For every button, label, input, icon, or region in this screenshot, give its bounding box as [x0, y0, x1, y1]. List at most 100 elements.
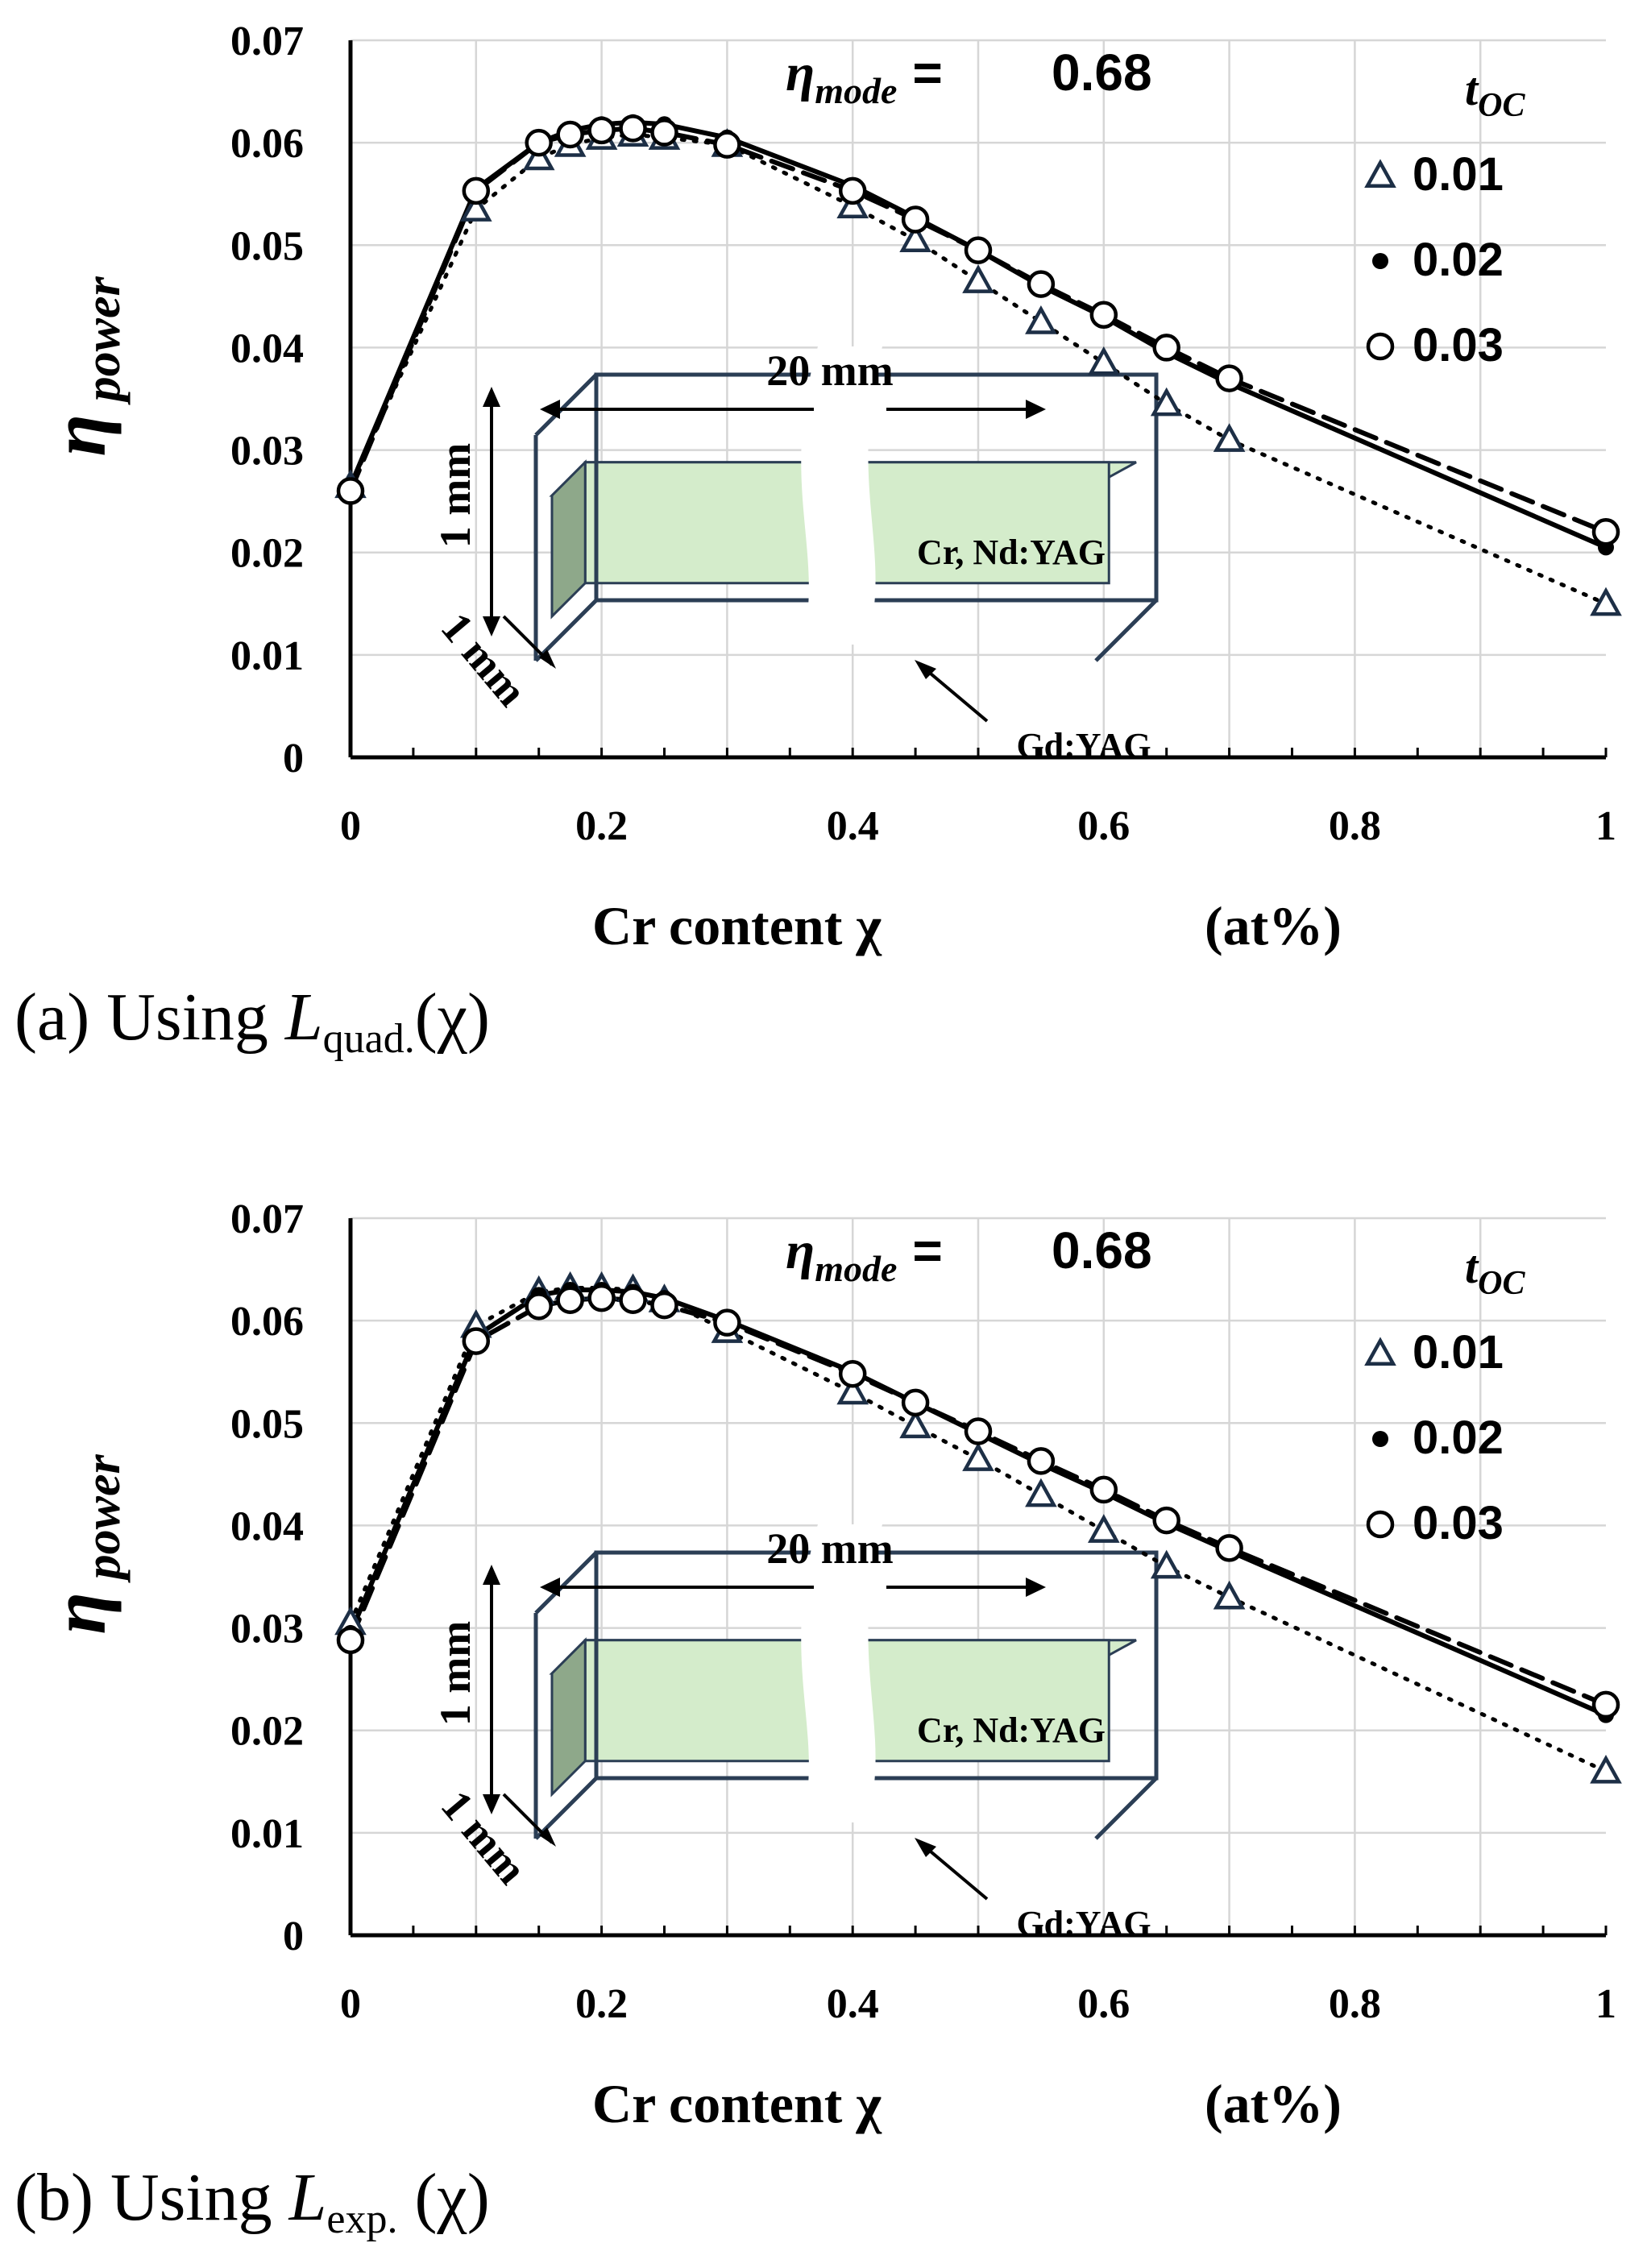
marker-circle	[1089, 301, 1118, 329]
marker-circle	[336, 1626, 365, 1655]
eta-mode-annotation: ηmode =	[786, 44, 942, 111]
x-axis-unit: (at%)	[1205, 2073, 1342, 2134]
legend-entry-label: 0.02	[1413, 1412, 1504, 1464]
caption-sub: exp.	[326, 2196, 397, 2242]
inset-arrowhead	[539, 1827, 556, 1847]
marker-circle	[650, 1291, 678, 1320]
caption-symbol: L	[284, 980, 323, 1055]
y-tick-label: 0.01	[230, 1811, 304, 1857]
inset-depth-label: 1 mm	[432, 1781, 537, 1893]
marker-circle	[1591, 518, 1620, 546]
marker-circle	[525, 128, 553, 157]
legend-marker-circle	[1366, 1510, 1395, 1539]
y-axis-title-sub: power	[76, 276, 131, 414]
inset-arrowhead	[483, 616, 500, 636]
marker-circle	[964, 1417, 993, 1445]
y-tick-label: 0.03	[230, 429, 304, 475]
legend-entry-label: 0.03	[1413, 319, 1504, 371]
inset-arrowhead	[540, 1578, 560, 1597]
marker-circle	[619, 114, 647, 143]
x-tick-label: 0	[340, 1981, 361, 2027]
inset-height-label: 1 mm	[431, 1621, 479, 1726]
marker-triangle	[836, 1375, 869, 1405]
marker-circle	[1591, 1690, 1620, 1719]
marker-circle	[587, 1283, 616, 1312]
x-tick-label: 1	[1595, 803, 1616, 849]
y-tick-label: 0	[283, 736, 304, 782]
eta-mode-value: 0.68	[1052, 44, 1152, 102]
marker-triangle	[1150, 387, 1183, 417]
legend-marker-triangle	[1364, 1337, 1396, 1366]
inset-arrowhead	[1026, 1578, 1046, 1597]
legend-entry-label: 0.03	[1413, 1497, 1504, 1549]
marker-circle	[336, 477, 365, 505]
x-axis-title: Cr content χ	[592, 895, 882, 956]
series-markers-0.03	[336, 114, 1620, 546]
y-tick-label: 0.03	[230, 1607, 304, 1652]
y-axis-title-symbol: η	[35, 414, 122, 457]
inset-label-backing	[814, 387, 886, 431]
marker-triangle	[1213, 1580, 1246, 1610]
caption-suffix: (χ)	[415, 980, 490, 1055]
series-line-0.02	[348, 119, 1608, 550]
inset-arrowhead	[915, 1838, 936, 1857]
inset-core-label: Cr, Nd:YAG	[917, 1710, 1106, 1750]
x-tick-label: 0.6	[1077, 1981, 1130, 2027]
eta-mode-eq: =	[897, 44, 941, 102]
marker-circle	[525, 1292, 553, 1321]
x-tick-label: 0.8	[1329, 1981, 1381, 2027]
marker-triangle	[1150, 1549, 1183, 1579]
marker-triangle	[899, 223, 931, 252]
inset-outer-front	[594, 372, 1159, 603]
eta-mode-annotation: ηmode =	[786, 1221, 942, 1289]
marker-circle	[556, 120, 584, 149]
series-line-0.01	[348, 132, 1608, 606]
legend-title: tOC	[1465, 1241, 1525, 1302]
marker-circle	[1152, 334, 1180, 362]
x-tick-label: 1	[1595, 1981, 1616, 2027]
legend-title-symbol: t	[1465, 63, 1479, 115]
caption-symbol: L	[288, 2160, 327, 2235]
marker-circle	[587, 116, 616, 145]
inset-clad-pointer	[919, 664, 989, 723]
caption-prefix: (b) Using	[15, 2160, 289, 2235]
inset-core-end	[550, 459, 587, 620]
series-markers-0.03	[336, 1283, 1620, 1719]
chart-panel-a: 0 0.2 0.4 0.6 0.8 1 0 0.01 0.02 0.03 0.04 0.05 0.06 0…	[15, 19, 1622, 1062]
y-tick-label: 0.06	[230, 121, 304, 167]
marker-triangle	[459, 193, 492, 222]
series-line-0.01	[348, 1286, 1608, 1774]
marker-circle	[838, 1360, 867, 1388]
inset-length-label: 20 mm	[766, 1524, 893, 1573]
panel-caption: (b) Using Lexp. (χ)	[15, 2160, 490, 2242]
marker-circle	[462, 1327, 491, 1355]
series-line-0.02	[348, 1287, 1608, 1718]
marker-circle	[713, 1308, 741, 1337]
x-tick-label: 0.2	[575, 1981, 628, 2027]
inset-label-backing	[814, 1565, 886, 1609]
marker-circle	[1215, 364, 1243, 392]
x-tick-label: 0.8	[1329, 803, 1381, 849]
inset-outer-front	[594, 1550, 1159, 1781]
y-tick-label: 0.04	[230, 1503, 304, 1549]
legend: tOC 0.01 0.02 0.03	[1364, 63, 1525, 371]
marker-triangle	[1590, 587, 1622, 616]
y-tick-label: 0.02	[230, 531, 304, 577]
inset-height-label: 1 mm	[431, 443, 479, 548]
legend-entry-label: 0.01	[1413, 1326, 1504, 1379]
caption-suffix: (χ)	[397, 2160, 489, 2235]
inset-arrowhead	[483, 1794, 500, 1814]
inset-depth-label: 1 mm	[432, 603, 537, 715]
x-tick-label: 0.4	[827, 803, 879, 849]
inset-clad-pointer	[919, 1842, 989, 1901]
y-tick-label: 0.05	[230, 1401, 304, 1447]
inset-arrowhead	[483, 387, 500, 407]
marker-triangle	[1025, 305, 1057, 334]
marker-triangle	[1213, 423, 1246, 452]
legend-marker-dot	[1372, 253, 1388, 269]
marker-triangle	[1025, 1478, 1057, 1507]
panel-caption: (a) Using Lquad.(χ)	[15, 980, 490, 1062]
y-tick-label: 0	[283, 1913, 304, 1959]
marker-circle	[650, 118, 678, 147]
